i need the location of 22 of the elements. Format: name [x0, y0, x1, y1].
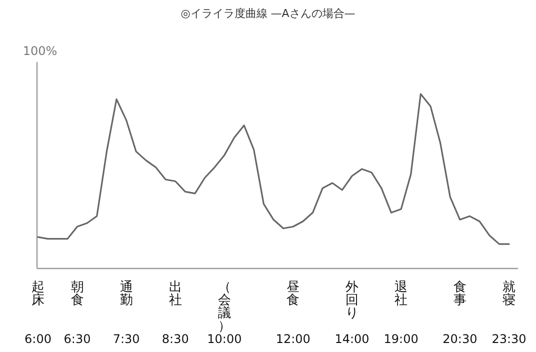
text: （会議）	[218, 280, 231, 334]
text: 起床	[32, 280, 44, 308]
x-tick-label: 8:30	[162, 332, 189, 346]
x-tick-label: 6:00	[24, 332, 52, 346]
chart-title: ◎イライラ度曲線 —Aさんの場合—	[180, 7, 356, 20]
text: 朝食	[70, 280, 84, 308]
x-tick-label: 20:30	[442, 332, 478, 346]
text: 通勤	[120, 280, 133, 308]
x-tick-label: 6:30	[64, 332, 91, 346]
text: 昼食	[286, 280, 300, 308]
x-tick-label: 7:30	[112, 332, 140, 346]
y-axis-title: 100%	[22, 44, 58, 58]
x-tick-label: 19:00	[384, 332, 418, 346]
x-tick-label: 10:00	[207, 332, 242, 346]
text: 就寝	[502, 280, 516, 308]
x-tick-label: 14:00	[334, 332, 370, 346]
x-tick-label: 12:00	[276, 332, 310, 346]
text: 退社	[394, 280, 408, 308]
text: 外回り	[346, 280, 358, 321]
x-tick-label: 23:30	[492, 332, 526, 346]
text: 出社	[168, 280, 182, 308]
text: 食事	[453, 280, 466, 308]
